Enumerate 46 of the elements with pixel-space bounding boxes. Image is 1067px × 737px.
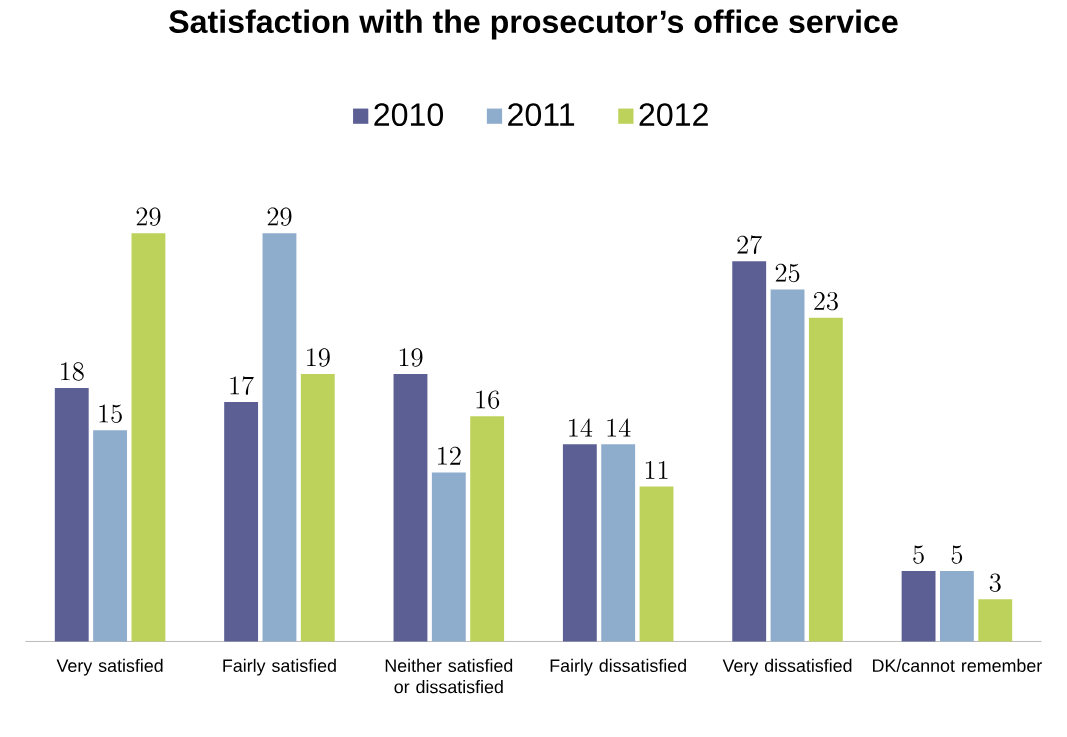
- data-label: 18: [61, 362, 84, 381]
- bar: [131, 233, 166, 642]
- data-label: 29: [267, 207, 292, 226]
- bar: [808, 317, 843, 642]
- bar: [601, 444, 636, 642]
- data-label: 3: [989, 573, 1001, 593]
- bar: [470, 416, 505, 642]
- bar: [732, 261, 767, 642]
- data-label: 14: [569, 418, 593, 437]
- x-tick-label: Fairly dissatisfied: [550, 658, 686, 676]
- legend-label: 2012: [639, 103, 708, 127]
- data-label: 29: [136, 207, 161, 226]
- data-label: 17: [230, 376, 254, 395]
- data-label: 19: [399, 348, 423, 367]
- data-label: 23: [814, 292, 838, 311]
- bar: [300, 374, 335, 642]
- bar: [978, 599, 1013, 642]
- bar: [770, 289, 805, 642]
- data-label: 12: [438, 446, 461, 465]
- bar: [901, 571, 936, 642]
- bar: [54, 388, 89, 642]
- bar: [224, 402, 259, 642]
- data-label: 27: [737, 235, 762, 255]
- bar: [393, 374, 428, 642]
- bar: [93, 430, 128, 642]
- legend-label: 2011: [508, 103, 575, 127]
- bar: [431, 472, 466, 642]
- bar: [262, 233, 297, 642]
- bar: [639, 486, 674, 642]
- x-tick-label: Very satisfied: [56, 658, 163, 676]
- data-label: 16: [476, 390, 500, 409]
- x-tick-label: Neither satisfied or dissatisfied: [385, 658, 513, 694]
- legend-label: 2010: [374, 103, 444, 127]
- data-label: 14: [607, 418, 631, 437]
- data-label: 25: [775, 263, 800, 283]
- data-label: 5: [951, 545, 963, 564]
- chart-title: Satisfaction with the prosecutor’s office service: [169, 9, 898, 40]
- x-tick-label: DK/cannot remember: [873, 658, 1042, 673]
- bar: [939, 571, 974, 642]
- data-label: 19: [307, 348, 330, 367]
- data-label: 5: [913, 545, 924, 564]
- x-tick-label: Fairly satisfied: [223, 658, 336, 676]
- data-label: 11: [645, 461, 668, 479]
- x-tick-label: Very dissatisfied: [722, 658, 852, 676]
- data-label: 15: [99, 404, 122, 424]
- bar: [562, 444, 597, 642]
